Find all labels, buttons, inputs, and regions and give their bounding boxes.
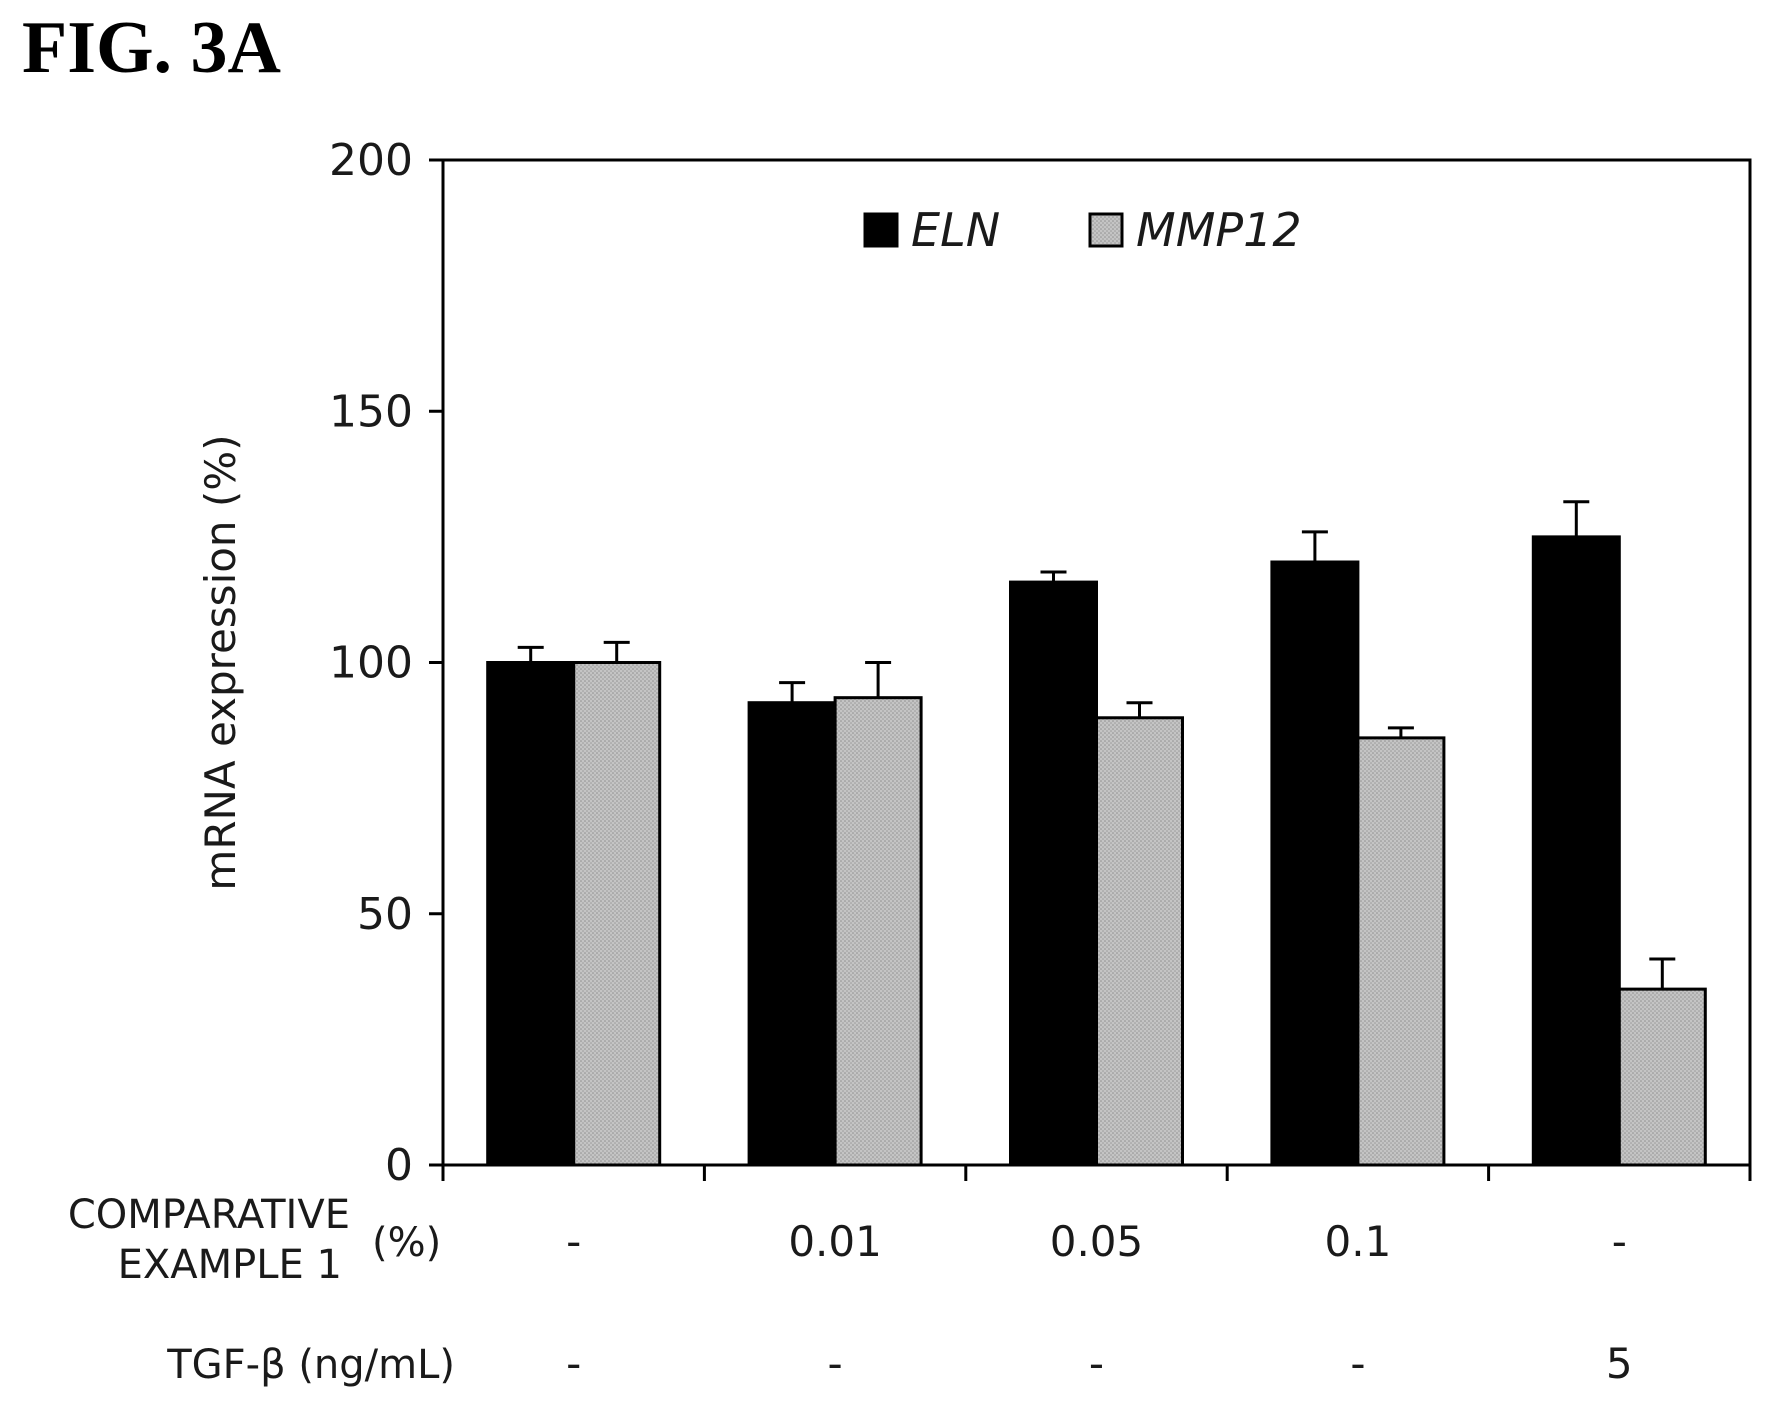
bar-mmp12 xyxy=(1356,736,1446,1167)
y-axis-title: mRNA expression (%) xyxy=(196,434,245,890)
y-axis: 0 50 100 150 200 mRNA expression (%) xyxy=(196,135,443,1191)
x-axis xyxy=(441,1165,1752,1181)
bar-mmp12 xyxy=(1095,716,1184,1167)
y-tick-label: 200 xyxy=(329,135,413,186)
legend: ELN MMP12 xyxy=(863,203,1302,257)
bars-layer xyxy=(486,500,1707,1167)
y-tick-label: 0 xyxy=(385,1140,413,1191)
legend-swatch-eln xyxy=(863,212,899,248)
row-value: - xyxy=(566,1339,581,1388)
legend-label-mmp12: MMP12 xyxy=(1136,203,1302,257)
bar-eln xyxy=(747,701,837,1167)
y-tick-label: 100 xyxy=(329,638,413,689)
bar-mmp12 xyxy=(1617,987,1707,1167)
bar-eln xyxy=(1531,535,1621,1167)
row-value: - xyxy=(828,1339,843,1388)
y-tick-label: 150 xyxy=(329,386,413,437)
figure-label: FIG. 3A xyxy=(22,7,281,89)
row-value: - xyxy=(566,1217,581,1266)
bar-eln xyxy=(486,661,576,1167)
bar-eln xyxy=(1270,560,1360,1167)
y-tick-label: 50 xyxy=(357,889,413,940)
bar-mmp12 xyxy=(572,661,662,1167)
bar-eln xyxy=(1009,580,1098,1167)
row-value: - xyxy=(1089,1339,1104,1388)
row-label: TGF-β (ng/mL) xyxy=(166,1342,455,1388)
bar-mmp12 xyxy=(833,696,923,1167)
row-value: - xyxy=(1350,1339,1365,1388)
legend-swatch-mmp12 xyxy=(1088,212,1124,248)
row-value: 0.1 xyxy=(1325,1217,1392,1266)
legend-label-eln: ELN xyxy=(911,203,1000,257)
row-label: COMPARATIVE xyxy=(68,1192,350,1238)
row-label: EXAMPLE 1 xyxy=(118,1242,342,1288)
row-value: 5 xyxy=(1606,1339,1633,1388)
row-value: - xyxy=(1612,1217,1627,1266)
row-value: 0.05 xyxy=(1050,1217,1144,1266)
row-unit: (%) xyxy=(372,1220,441,1266)
row-value: 0.01 xyxy=(788,1217,882,1266)
